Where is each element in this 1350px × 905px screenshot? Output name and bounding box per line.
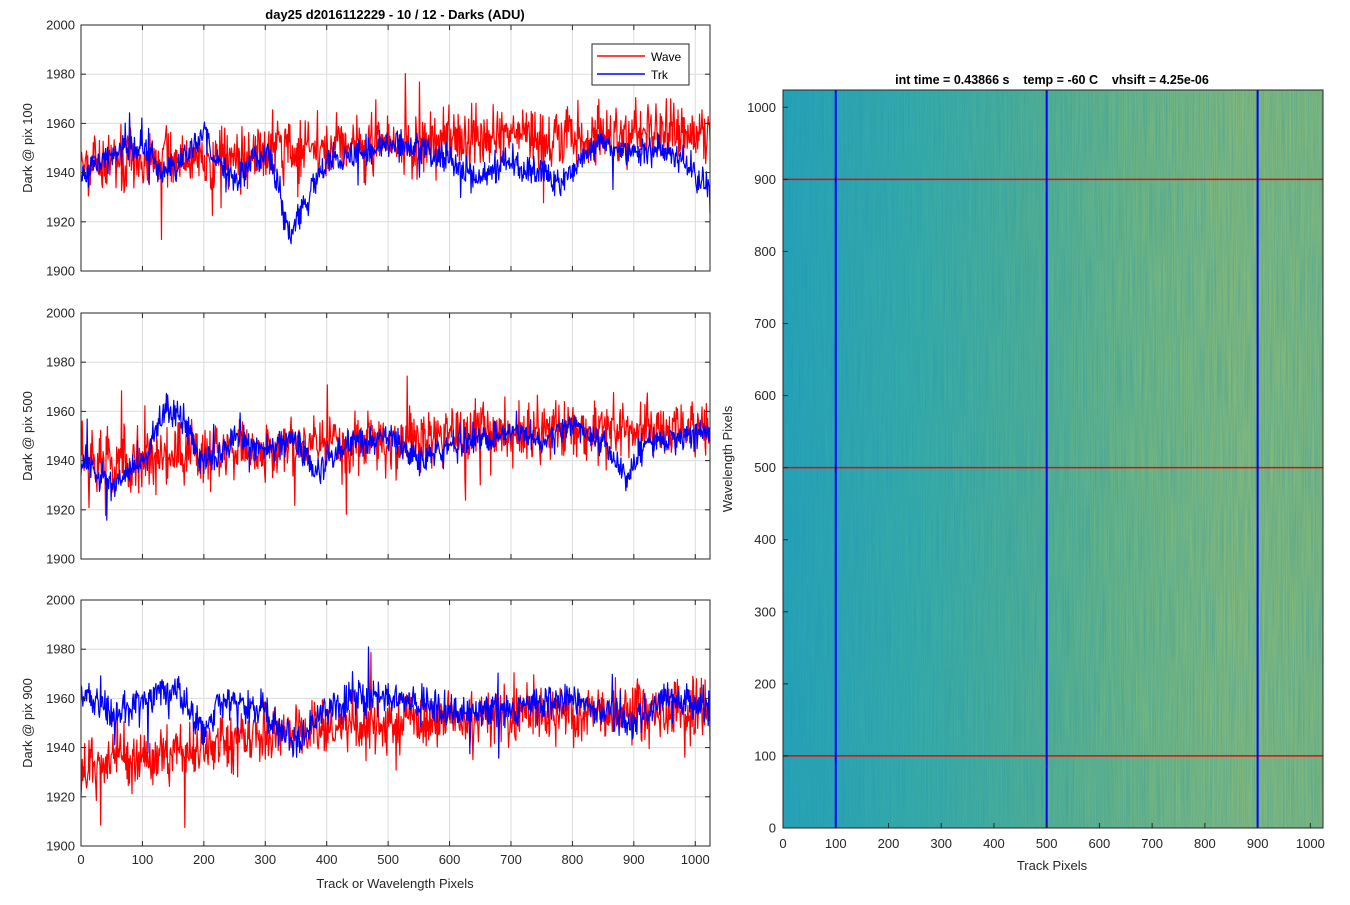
heatmap-frame	[782, 89, 1324, 829]
series-group	[80, 646, 711, 828]
series-line-trk	[80, 392, 711, 521]
x-tick-label: 500	[1036, 836, 1058, 851]
y-tick-label: 2000	[46, 18, 75, 33]
y-tick-label: 200	[754, 676, 776, 691]
plot-frame	[80, 599, 711, 847]
x-tick-label: 100	[132, 852, 154, 867]
y-tick-label: 300	[754, 604, 776, 619]
x-tick-label: 600	[439, 852, 461, 867]
x-tick-label: 200	[193, 852, 215, 867]
x-tick-label: 500	[377, 852, 399, 867]
plot-frame	[80, 24, 711, 272]
x-tick-label: 300	[930, 836, 952, 851]
series-line-wave	[80, 651, 711, 828]
y-tick-label: 800	[754, 244, 776, 259]
x-tick-label: 800	[562, 852, 584, 867]
tick-group: 1900 1920 1940 1960 1980 2000	[46, 306, 710, 567]
tick-group: 0 100 200 300 400 500 600 700 800 900 1000 1900 1920…	[46, 593, 710, 867]
y-axis-label: Wavelength Pixels	[720, 405, 735, 512]
y-tick-label: 1900	[46, 552, 75, 567]
series-line-trk	[80, 112, 711, 245]
heatmap-marker-lines	[783, 90, 1323, 828]
y-tick-label: 400	[754, 532, 776, 547]
x-tick-label: 700	[1141, 836, 1163, 851]
legend-label-trk: Trk	[651, 68, 669, 82]
heatmap-texture	[783, 90, 1323, 828]
x-tick-label: 1000	[681, 852, 710, 867]
plot-frame	[80, 312, 711, 560]
y-tick-label: 0	[769, 821, 776, 836]
y-tick-label: 1920	[46, 214, 75, 229]
y-tick-label: 1940	[46, 453, 75, 468]
y-tick-label: 1940	[46, 165, 75, 180]
x-tick-label: 300	[254, 852, 276, 867]
x-tick-label: 700	[500, 852, 522, 867]
y-tick-label: 1940	[46, 740, 75, 755]
tick-group: 0 100 200 300 400 500 600 700 800 900 1000 0 100 200 3…	[747, 100, 1325, 851]
y-tick-label: 1980	[46, 67, 75, 82]
y-tick-label: 1960	[46, 116, 75, 131]
x-tick-label: 400	[983, 836, 1005, 851]
y-tick-label: 1920	[46, 502, 75, 517]
y-tick-label: 1920	[46, 789, 75, 804]
y-tick-label: 1900	[46, 839, 75, 854]
y-axis-label: Dark @ pix 900	[20, 678, 35, 768]
y-tick-label: 1900	[46, 264, 75, 279]
y-tick-label: 1000	[747, 100, 776, 115]
legend-box	[591, 43, 690, 86]
x-tick-label: 0	[77, 852, 84, 867]
y-tick-label: 900	[754, 172, 776, 187]
y-tick-label: 1960	[46, 691, 75, 706]
y-axis-label: Dark @ pix 100	[20, 103, 35, 193]
y-tick-label: 1980	[46, 642, 75, 657]
y-tick-label: 1980	[46, 355, 75, 370]
y-axis-label: Dark @ pix 500	[20, 391, 35, 481]
legend-label-wave: Wave	[651, 50, 682, 64]
x-tick-label: 900	[1247, 836, 1269, 851]
x-axis-label: Track Pixels	[1017, 858, 1088, 873]
x-tick-label: 1000	[1296, 836, 1325, 851]
y-tick-label: 100	[754, 748, 776, 763]
figure-title: day25 d2016112229 - 10 / 12 - Darks (ADU…	[265, 7, 524, 22]
line-chart-pix-100: 1900 1920 1940 1960 1980 2000 day25 d20161122…	[20, 7, 711, 279]
series-group	[80, 72, 711, 245]
x-tick-label: 0	[779, 836, 786, 851]
series-group	[80, 375, 711, 521]
x-tick-label: 600	[1089, 836, 1111, 851]
x-tick-label: 200	[878, 836, 900, 851]
legend: Wave Trk	[591, 43, 690, 86]
line-chart-pix-900: 0 100 200 300 400 500 600 700 800 900 1000 1900 1920…	[20, 593, 711, 891]
x-axis-label: Track or Wavelength Pixels	[316, 876, 474, 891]
y-tick-label: 600	[754, 388, 776, 403]
y-tick-label: 2000	[46, 306, 75, 321]
heatmap-title: int time = 0.43866 s temp = -60 C vhsift…	[895, 73, 1209, 87]
y-tick-label: 2000	[46, 593, 75, 608]
y-tick-label: 700	[754, 316, 776, 331]
x-tick-label: 400	[316, 852, 338, 867]
x-tick-label: 100	[825, 836, 847, 851]
heatmap-chart: int time = 0.43866 s temp = -60 C vhsift…	[720, 73, 1325, 873]
y-tick-label: 1960	[46, 404, 75, 419]
series-line-wave	[80, 375, 711, 517]
y-tick-label: 500	[754, 460, 776, 475]
grid	[81, 313, 710, 559]
tick-group: 1900 1920 1940 1960 1980 2000	[46, 18, 710, 279]
series-line-trk	[80, 646, 711, 759]
line-chart-pix-500: 1900 1920 1940 1960 1980 2000 Dark @ pix 500	[20, 306, 711, 567]
x-tick-label: 900	[623, 852, 645, 867]
x-tick-label: 800	[1194, 836, 1216, 851]
